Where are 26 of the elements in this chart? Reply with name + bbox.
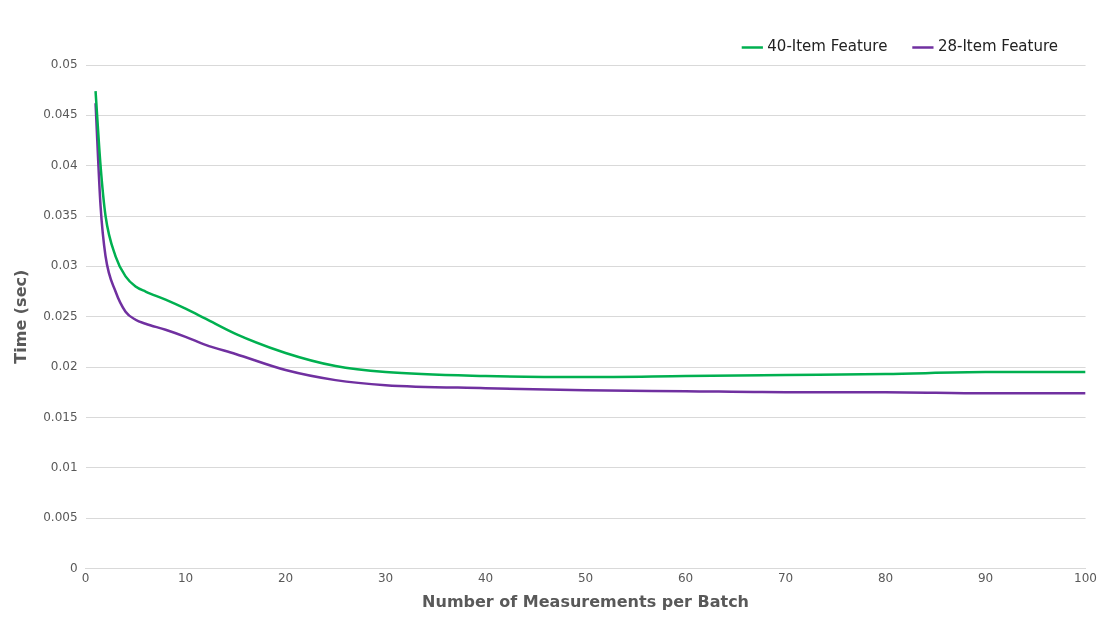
x-tick-label: 50 — [577, 570, 594, 585]
y-tick-label: 0.03 — [50, 258, 78, 273]
x-tick-label: 40 — [477, 570, 494, 585]
x-axis-title: Number of Measurements per Batch — [422, 591, 749, 611]
legend-label: 40-Item Feature — [767, 37, 888, 56]
y-axis-title: Time (sec) — [10, 269, 30, 364]
y-tick-label: 0.025 — [43, 308, 78, 323]
x-tick-label: 80 — [877, 570, 894, 585]
y-tick-label: 0.005 — [43, 510, 78, 525]
x-tick-label: 10 — [177, 570, 194, 585]
x-tick-label: 100 — [1074, 570, 1097, 585]
x-tick-label: 20 — [277, 570, 294, 585]
x-tick-label: 30 — [377, 570, 394, 585]
y-tick-label: 0.04 — [50, 157, 78, 172]
x-tick-label: 0 — [81, 570, 90, 585]
x-tick-label: 70 — [777, 570, 794, 585]
y-tick-label: 0.01 — [50, 459, 78, 474]
y-tick-label: 0.035 — [43, 208, 78, 223]
y-tick-label: 0.05 — [50, 57, 78, 72]
y-tick-label: 0 — [69, 560, 78, 575]
x-tick-label: 60 — [677, 570, 694, 585]
x-tick-label: 90 — [977, 570, 994, 585]
y-tick-label: 0.02 — [50, 359, 78, 374]
y-tick-label: 0.015 — [43, 409, 78, 424]
legend-label: 28-Item Feature — [937, 37, 1059, 56]
y-tick-label: 0.045 — [43, 107, 78, 122]
